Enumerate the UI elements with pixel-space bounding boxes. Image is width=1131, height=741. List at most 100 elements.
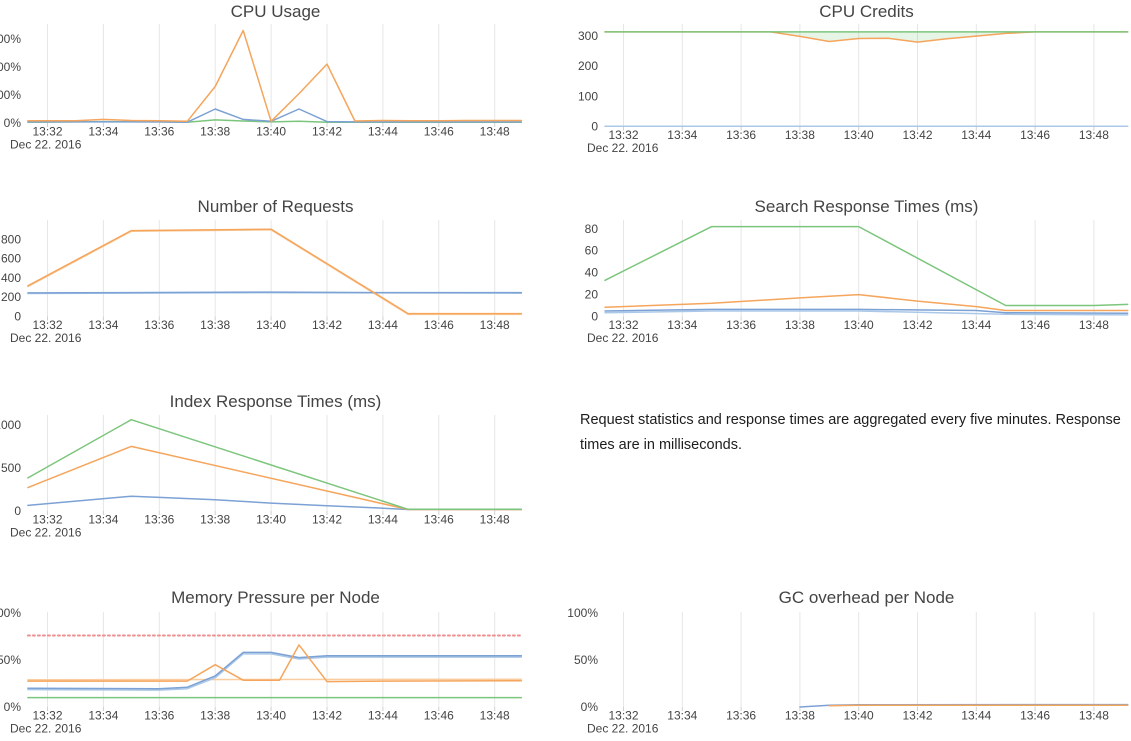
chart-title-search-response-times: Search Response Times (ms) (754, 197, 979, 216)
svg-text:100%: 100% (567, 606, 598, 620)
svg-text:13:38: 13:38 (200, 125, 230, 139)
search-response-times-plot[interactable]: 13:32 13:34 13:36 13:38 13:40 13:42 13:44 13:46… (565, 185, 1131, 350)
svg-text:13:32: 13:32 (32, 513, 62, 527)
svg-text:60: 60 (585, 244, 599, 258)
svg-text:13:44: 13:44 (961, 128, 991, 142)
svg-text:13:40: 13:40 (844, 709, 874, 723)
svg-text:13:44: 13:44 (368, 318, 398, 332)
svg-text:400: 400 (1, 271, 21, 285)
svg-text:100: 100 (578, 89, 598, 103)
svg-text:13:34: 13:34 (88, 125, 118, 139)
svg-text:13:48: 13:48 (480, 318, 510, 332)
svg-text:600: 600 (1, 252, 21, 266)
chart-cpu-usage: CPU Usage 13:32 13:34 13:36 13:38 13:40 13:42… (0, 0, 565, 165)
svg-text:200: 200 (1, 290, 21, 304)
svg-text:Dec 22. 2016: Dec 22. 2016 (10, 526, 82, 540)
svg-text:0%: 0% (4, 700, 22, 714)
memory-pressure-plot[interactable]: 13:32 13:34 13:36 13:38 13:40 13:42 13:44 13:46… (0, 575, 565, 741)
svg-text:13:44: 13:44 (961, 318, 991, 332)
svg-text:13:36: 13:36 (144, 709, 174, 723)
svg-text:13:34: 13:34 (667, 709, 697, 723)
svg-text:0: 0 (14, 310, 21, 324)
svg-text:13:36: 13:36 (726, 709, 756, 723)
svg-text:13:48: 13:48 (480, 513, 510, 527)
svg-text:0%: 0% (581, 700, 599, 714)
svg-text:0: 0 (591, 120, 598, 134)
svg-text:800: 800 (1, 232, 21, 246)
svg-text:100%: 100% (0, 88, 21, 102)
svg-text:80: 80 (585, 222, 599, 236)
svg-text:13:44: 13:44 (368, 125, 398, 139)
svg-text:13:32: 13:32 (32, 709, 62, 723)
chart-number-of-requests: Number of Requests 13:32 13:34 13:36 13:38 1… (0, 185, 565, 350)
svg-text:13:46: 13:46 (424, 125, 454, 139)
svg-text:13:48: 13:48 (480, 709, 510, 723)
svg-text:13:42: 13:42 (902, 709, 932, 723)
svg-text:13:34: 13:34 (88, 318, 118, 332)
svg-text:13:40: 13:40 (256, 125, 286, 139)
svg-text:13:34: 13:34 (88, 513, 118, 527)
svg-text:13:40: 13:40 (844, 318, 874, 332)
svg-text:13:44: 13:44 (368, 513, 398, 527)
svg-text:13:32: 13:32 (608, 709, 638, 723)
svg-text:50%: 50% (0, 653, 21, 667)
svg-text:13:34: 13:34 (88, 709, 118, 723)
svg-text:1000: 1000 (0, 418, 21, 432)
gc-overhead-plot[interactable]: 13:32 13:34 13:36 13:38 13:40 13:42 13:44 13:46… (565, 575, 1131, 741)
svg-text:300%: 300% (0, 32, 21, 46)
svg-text:13:38: 13:38 (200, 513, 230, 527)
svg-text:13:48: 13:48 (1079, 318, 1109, 332)
svg-text:13:38: 13:38 (785, 128, 815, 142)
cpu-credits-plot[interactable]: 13:32 13:34 13:36 13:38 13:40 13:42 13:44 13:46… (565, 0, 1131, 165)
cpu-usage-plot[interactable]: 13:32 13:34 13:36 13:38 13:40 13:42 13:44 13:46… (0, 0, 565, 165)
svg-text:500: 500 (1, 461, 21, 475)
svg-text:13:42: 13:42 (312, 513, 342, 527)
svg-text:13:44: 13:44 (961, 709, 991, 723)
index-response-times-plot[interactable]: 13:32 13:34 13:36 13:38 13:40 13:42 13:44 13:46… (0, 380, 565, 545)
svg-text:13:38: 13:38 (200, 709, 230, 723)
svg-text:300: 300 (578, 29, 598, 43)
svg-text:13:34: 13:34 (667, 318, 697, 332)
svg-text:Dec 22. 2016: Dec 22. 2016 (10, 722, 82, 736)
svg-text:13:42: 13:42 (902, 128, 932, 142)
svg-text:13:40: 13:40 (256, 513, 286, 527)
svg-text:13:46: 13:46 (424, 318, 454, 332)
chart-memory-pressure: Memory Pressure per Node 13:32 13:34 13:36… (0, 575, 565, 741)
svg-text:13:40: 13:40 (256, 709, 286, 723)
svg-text:13:48: 13:48 (1079, 128, 1109, 142)
svg-text:13:40: 13:40 (844, 128, 874, 142)
svg-text:13:34: 13:34 (667, 128, 697, 142)
svg-text:13:36: 13:36 (726, 128, 756, 142)
svg-text:13:46: 13:46 (1020, 709, 1050, 723)
svg-text:13:42: 13:42 (312, 125, 342, 139)
svg-text:13:42: 13:42 (312, 709, 342, 723)
svg-text:13:36: 13:36 (144, 318, 174, 332)
aggregation-note: Request statistics and response times ar… (580, 412, 1121, 453)
svg-text:Dec 22. 2016: Dec 22. 2016 (587, 141, 659, 155)
svg-text:Dec 22. 2016: Dec 22. 2016 (587, 722, 659, 736)
svg-text:13:38: 13:38 (785, 318, 815, 332)
svg-text:13:42: 13:42 (902, 318, 932, 332)
svg-text:13:44: 13:44 (368, 709, 398, 723)
chart-index-response-times: Index Response Times (ms) 13:32 13:34 13:3… (0, 380, 565, 545)
svg-text:13:46: 13:46 (424, 513, 454, 527)
chart-gc-overhead: GC overhead per Node 13:32 13:34 13:36 13:3… (565, 575, 1131, 741)
svg-text:Dec 22. 2016: Dec 22. 2016 (10, 331, 82, 345)
svg-text:13:46: 13:46 (1020, 128, 1050, 142)
chart-title-memory-pressure: Memory Pressure per Node (171, 588, 380, 607)
svg-text:13:36: 13:36 (726, 318, 756, 332)
svg-text:13:48: 13:48 (480, 125, 510, 139)
svg-text:13:48: 13:48 (1079, 709, 1109, 723)
number-of-requests-plot[interactable]: 13:32 13:34 13:36 13:38 13:40 13:42 13:44 13:46… (0, 185, 565, 350)
chart-title-cpu-credits: CPU Credits (819, 2, 914, 21)
svg-text:13:46: 13:46 (424, 709, 454, 723)
svg-text:13:38: 13:38 (785, 709, 815, 723)
svg-text:13:32: 13:32 (608, 318, 638, 332)
svg-text:Dec 22. 2016: Dec 22. 2016 (10, 138, 82, 152)
chart-title-index-response-times: Index Response Times (ms) (169, 392, 382, 411)
svg-text:40: 40 (585, 266, 599, 280)
svg-text:0: 0 (14, 504, 21, 518)
svg-text:13:32: 13:32 (32, 125, 62, 139)
svg-text:50%: 50% (574, 653, 598, 667)
